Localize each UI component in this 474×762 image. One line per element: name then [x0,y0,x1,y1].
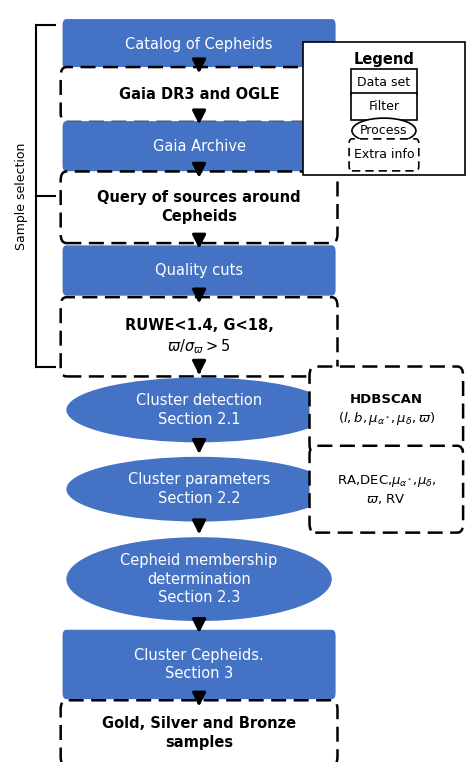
FancyBboxPatch shape [61,700,337,762]
Text: Gaia Archive: Gaia Archive [153,139,246,154]
Text: Gold, Silver and Bronze
samples: Gold, Silver and Bronze samples [102,716,296,750]
Text: HDBSCAN
$(l,b,\mu_{\alpha^*},\mu_\delta,\varpi)$: HDBSCAN $(l,b,\mu_{\alpha^*},\mu_\delta,… [337,393,435,427]
Text: Data set: Data set [357,75,410,89]
Text: Sample selection: Sample selection [15,142,28,250]
Text: Catalog of Cepheids: Catalog of Cepheids [125,37,273,52]
FancyBboxPatch shape [63,629,336,700]
Ellipse shape [66,457,332,521]
FancyBboxPatch shape [61,171,337,243]
Text: Filter: Filter [368,100,400,113]
FancyBboxPatch shape [350,93,417,120]
Ellipse shape [66,537,332,621]
Text: RA,DEC,$\mu_{\alpha^*}$,$\mu_\delta$,
$\varpi$, RV: RA,DEC,$\mu_{\alpha^*}$,$\mu_\delta$, $\… [337,472,436,506]
Text: RUWE<1.4, G<18,
$\varpi/\sigma_\varpi > 5$: RUWE<1.4, G<18, $\varpi/\sigma_\varpi > … [125,318,273,356]
Text: Extra info: Extra info [354,149,414,162]
Text: Process: Process [360,124,408,137]
FancyBboxPatch shape [310,367,463,453]
FancyBboxPatch shape [63,19,336,69]
Text: Cluster parameters
Section 2.2: Cluster parameters Section 2.2 [128,472,270,506]
Text: Query of sources around
Cepheids: Query of sources around Cepheids [97,190,301,224]
FancyBboxPatch shape [61,67,337,122]
Text: Cluster Cepheids.
Section 3: Cluster Cepheids. Section 3 [134,648,264,681]
FancyBboxPatch shape [350,69,417,96]
Ellipse shape [352,118,416,143]
Text: Cluster detection
Section 2.1: Cluster detection Section 2.1 [136,393,262,427]
Text: Cepheid membership
determination
Section 2.3: Cepheid membership determination Section… [120,553,278,605]
Text: Gaia DR3 and OGLE: Gaia DR3 and OGLE [119,87,279,102]
Text: Quality cuts: Quality cuts [155,263,243,278]
Text: Legend: Legend [354,52,414,67]
FancyBboxPatch shape [61,297,337,376]
FancyBboxPatch shape [63,245,336,296]
FancyBboxPatch shape [63,121,336,171]
FancyBboxPatch shape [310,446,463,533]
Ellipse shape [66,377,332,442]
FancyBboxPatch shape [303,42,465,175]
FancyBboxPatch shape [349,139,419,171]
